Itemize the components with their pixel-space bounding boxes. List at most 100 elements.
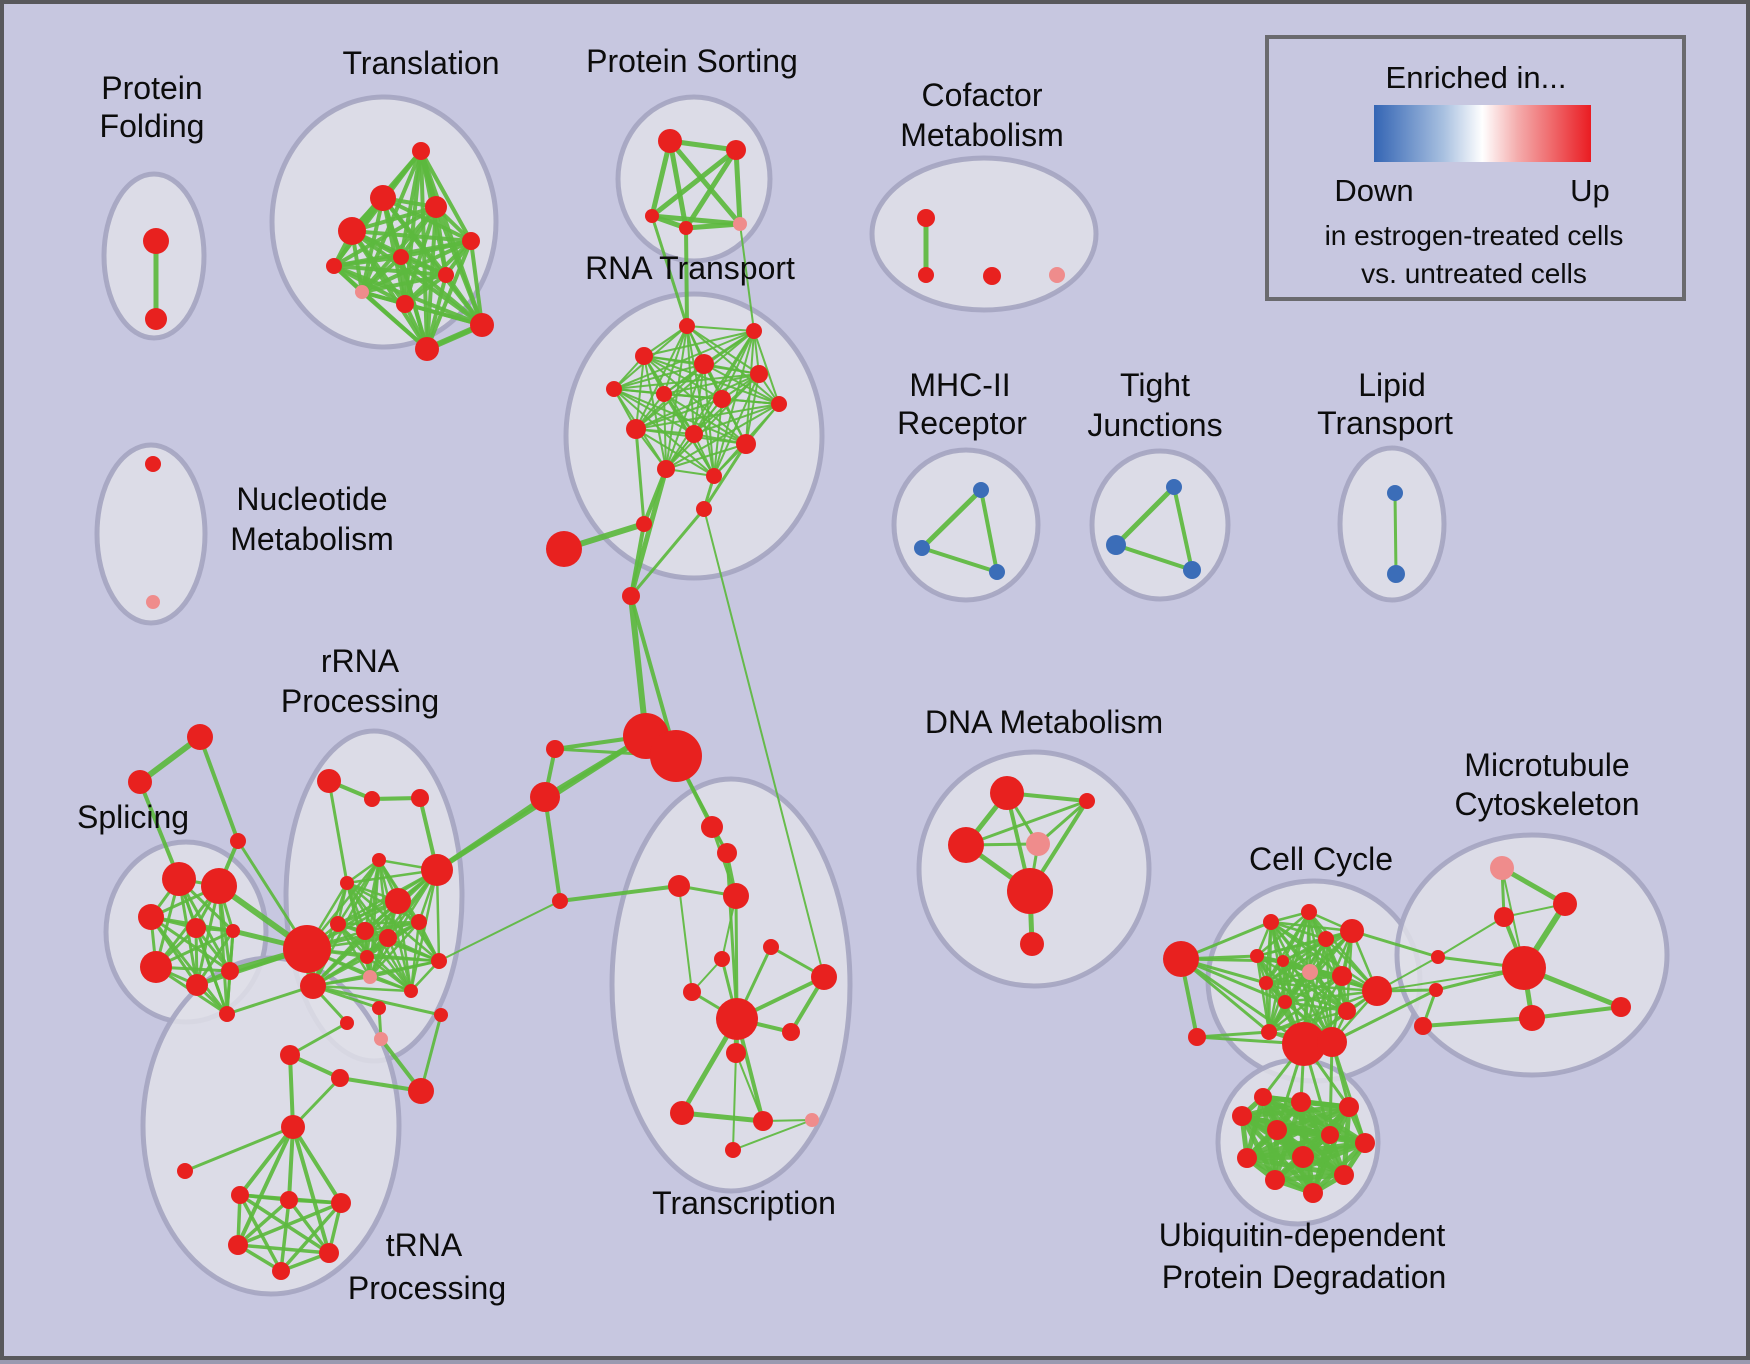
network-edge [238,1125,295,1197]
network-edge [419,149,473,243]
network-edge [732,1119,813,1151]
network-node-rr12 [360,950,374,964]
network-edge [419,1013,443,1093]
network-edge [721,398,780,405]
network-node-mt4 [1431,950,1445,964]
network-node-cc_hub [1282,1022,1326,1066]
network-edge [279,1198,291,1273]
network-edge [332,255,403,268]
network-edge [225,984,315,1016]
network-edge [336,920,421,926]
network-edge [735,1052,764,1122]
network-node-ub12 [1303,1183,1323,1203]
network-node-rr19 [374,1032,388,1046]
network-edge [1264,937,1328,985]
network-node-cc14 [1317,1027,1347,1057]
network-node-tr15 [725,1142,741,1158]
network-edge [1264,981,1271,1034]
network-node-rr9 [330,916,346,932]
network-edge [703,508,825,978]
network-node-tr1 [701,816,723,838]
network-node-tn1 [177,1163,193,1179]
legend-subtitle-line2: vs. untreated cells [1361,258,1587,289]
network-node-sp1 [162,862,196,896]
network-node-cn2 [636,516,652,532]
network-edge [635,398,723,430]
cluster-label-trna-processing-line2: Processing [348,1270,506,1306]
network-node-rt1 [679,318,695,334]
network-node-tn6 [319,1243,339,1263]
network-node-rt2 [746,323,762,339]
network-edge [1244,1155,1347,1178]
network-node-tr4 [723,883,749,909]
network-node-rr1 [317,769,341,793]
network-node-tn4 [331,1193,351,1213]
cluster-ellipse-lipid-transport [1337,445,1447,603]
network-node-pf1 [143,228,169,254]
cluster-label-ubiquitin-degradation-line2: Protein Degradation [1162,1259,1447,1295]
network-node-t6 [393,249,409,265]
network-node-rr11 [379,929,397,947]
network-edge [713,398,723,477]
network-node-dn4 [1026,832,1050,856]
network-edge [1179,957,1287,1004]
network-node-tj2 [1106,535,1126,555]
network-node-ub3 [1339,1097,1359,1117]
network-node-t5 [462,232,480,250]
cluster-label-trna-processing-line1: tRNA [386,1227,463,1263]
network-edge [650,214,689,328]
network-node-sp8 [221,962,239,980]
network-node-tn7 [272,1262,290,1280]
network-node-tr8 [683,983,701,1001]
network-edge [1255,937,1328,958]
legend-down-label: Down [1334,173,1413,208]
network-edge [1393,491,1398,576]
network-edge [386,936,441,963]
network-edge [311,984,413,993]
network-node-t12 [326,258,342,274]
network-node-tn2 [231,1186,249,1204]
network-edge [434,794,548,873]
network-edge [1272,1140,1368,1183]
network-node-sp2 [201,868,237,904]
network-edge [679,1110,766,1124]
network-edge [613,373,760,390]
network-node-cc12 [1362,976,1392,1006]
network-node-tr7 [811,964,837,990]
network-node-ub9 [1292,1146,1314,1168]
network-node-tcn2 [530,782,560,812]
cluster-label-cofactor-metabolism-line2: Metabolism [900,117,1064,153]
legend-up-label: Up [1570,173,1610,208]
network-node-rt9 [771,396,787,412]
network-edge [543,795,562,903]
network-node-mh1 [973,482,989,498]
cluster-label-mhc-ii-receptor-line2: Receptor [897,405,1027,441]
cluster-label-nucleotide-metabolism-line1: Nucleotide [236,481,387,517]
legend-subtitle-line1: in estrogen-treated cells [1325,220,1624,251]
network-edge [979,488,999,574]
network-edge [305,868,439,951]
network-node-tn_hub [281,1115,305,1139]
network-node-rr20 [280,1045,300,1065]
network-node-tr6 [714,951,730,967]
cluster-label-protein-folding-line1: Protein [101,70,202,106]
network-edge [635,373,760,430]
network-edge [753,330,780,405]
network-node-cf3 [983,267,1001,285]
network-node-t9 [396,295,414,313]
cluster-ellipse-trna-processing [140,955,402,1297]
network-node-rt10 [626,419,646,439]
cluster-label-nucleotide-metabolism-line2: Metabolism [230,521,394,557]
network-edge [368,920,421,979]
network-node-ub7 [1355,1133,1375,1153]
network-node-rr6 [421,854,453,886]
cluster-label-rrna-processing-line1: rRNA [321,643,400,679]
network-node-sp9 [219,1006,235,1022]
network-edge [288,1021,349,1057]
network-node-ub8 [1237,1148,1257,1168]
network-node-t2 [370,185,396,211]
network-node-cn4 [622,587,640,605]
network-node-mt6 [1414,1017,1432,1035]
network-node-hub2 [650,730,702,782]
